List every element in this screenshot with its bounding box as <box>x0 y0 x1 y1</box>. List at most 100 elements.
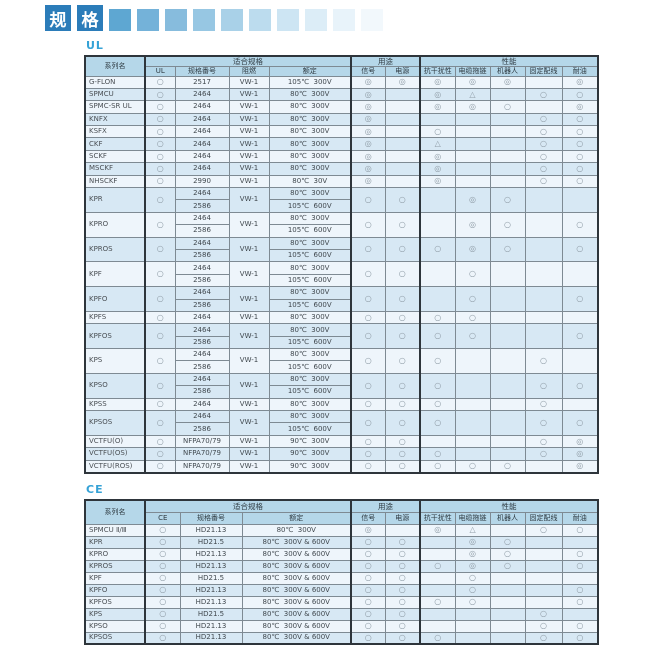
mark-cell: ○ <box>524 162 563 176</box>
table-row: NHSCKF ○ 2990 VW-1 80℃ 30V ◎ ◎ ○ ○ <box>84 174 599 189</box>
group-header: 用途 <box>350 55 421 67</box>
mark-cell <box>419 261 456 288</box>
mark-cell: ◎ <box>454 100 491 114</box>
mark-cell <box>561 607 599 621</box>
mark-cell: ○ <box>350 187 386 213</box>
mark-cell: ○ <box>350 447 386 461</box>
spec-number-cell: 2586 <box>174 298 230 312</box>
cert-mark-cell: ○ <box>144 137 176 151</box>
spec-number-cell: HD21.13 <box>179 523 243 537</box>
series-name-cell: KSFX <box>84 125 146 139</box>
mark-cell: ○ <box>524 112 563 127</box>
column-header: 规格番号 <box>179 511 243 525</box>
table-row: VCTFU(O) ○ NFPA70/79 VW-1 90℃ 300V ○ ○ ○ ◎ <box>84 434 599 449</box>
mark-cell <box>489 87 526 102</box>
flame-rating-cell: VW-1 <box>228 87 270 102</box>
series-name-cell: SCKF <box>84 149 146 164</box>
series-name-cell: KPS <box>84 607 146 621</box>
cert-mark-cell: ○ <box>144 447 176 461</box>
mark-cell: ○ <box>454 323 491 350</box>
flame-rating-cell: VW-1 <box>228 323 270 350</box>
rating-cell: 80℃ 300V <box>268 323 352 337</box>
table-row: KPFOS ○ HD21.13 80℃ 300V & 600V ○ ○ ○ ○ ○ <box>84 595 599 609</box>
rating-cell: 80℃ 300V <box>268 397 352 412</box>
mark-cell <box>419 571 456 585</box>
cert-mark-cell: ○ <box>144 125 176 139</box>
mark-cell: ○ <box>489 547 526 561</box>
column-header: 机器人 <box>489 65 526 77</box>
spec-number-cell: 2464 <box>174 236 230 250</box>
spec-number-cell: HD21.5 <box>179 571 243 585</box>
cert-mark-cell: ○ <box>144 348 176 374</box>
mark-cell <box>454 372 491 399</box>
spec-number-cell: 2464 <box>174 87 230 102</box>
cert-mark-cell: ○ <box>144 112 176 127</box>
table-row: KNFX ○ 2464 VW-1 80℃ 300V ◎ ○ ○ <box>84 112 599 127</box>
flame-rating-cell: VW-1 <box>228 236 270 263</box>
rating-cell: 80℃ 300V <box>268 372 352 387</box>
mark-cell: ○ <box>350 310 386 325</box>
table-row: KPSOS ○ 2464 VW-1 80℃ 300V ○ ○ ○ ○ ○ <box>84 410 599 436</box>
mark-cell: ◎ <box>419 149 456 164</box>
flame-rating-cell: VW-1 <box>228 149 270 164</box>
flame-rating-cell: VW-1 <box>228 459 270 474</box>
cert-mark-cell: ○ <box>144 372 176 399</box>
mark-cell: ○ <box>524 372 563 399</box>
column-header: 耐油 <box>561 511 599 525</box>
table-row: MSCKF ○ 2464 VW-1 80℃ 300V ◎ ◎ ○ ○ <box>84 162 599 176</box>
mark-cell <box>454 434 491 449</box>
cert-mark-cell: ○ <box>144 559 181 573</box>
mark-cell: ◎ <box>561 447 599 461</box>
mark-cell: ○ <box>489 211 526 238</box>
rating-cell: 105℃ 600V <box>268 273 352 288</box>
mark-cell <box>384 162 421 176</box>
ce-spec-table: 系列名 适合规格 用途 性能 CE 规格番号 额定 信号 电源 抗干扰性 电缆拖链 机器人 固定配线 耐油… <box>84 499 600 645</box>
rating-cell: 80℃ 300V & 600V <box>241 559 352 573</box>
table-row: KPFS ○ 2464 VW-1 80℃ 300V ○ ○ ○ ○ <box>84 310 599 325</box>
flame-rating-cell: VW-1 <box>228 75 270 89</box>
spec-number-cell: 2464 <box>174 348 230 362</box>
mark-cell: ◎ <box>350 125 386 139</box>
column-header: 阻燃 <box>228 65 270 77</box>
column-header: 电缆拖链 <box>454 511 491 525</box>
mark-cell: ○ <box>524 174 563 189</box>
rating-cell: 105℃ 300V <box>268 75 352 89</box>
deco-square <box>109 9 131 31</box>
mark-cell: ○ <box>489 187 526 213</box>
mark-cell: ○ <box>454 583 491 597</box>
mark-cell <box>524 100 563 114</box>
rating-cell: 80℃ 300V <box>241 523 352 537</box>
mark-cell: ○ <box>524 348 563 374</box>
spec-number-cell: 2464 <box>174 149 230 164</box>
series-name-cell: KPSOS <box>84 631 146 645</box>
mark-cell <box>489 137 526 151</box>
cert-mark-cell: ○ <box>144 211 176 238</box>
deco-square <box>137 9 159 31</box>
rating-cell: 80℃ 300V <box>268 186 352 201</box>
table-row: KPSOS ○ HD21.13 80℃ 300V & 600V ○ ○ ○ ○ ○ <box>84 631 599 645</box>
series-column-header: 系列名 <box>84 55 146 77</box>
mark-cell <box>419 535 456 549</box>
mark-cell <box>454 619 491 633</box>
table-row: KPF ○ HD21.5 80℃ 300V & 600V ○ ○ ○ <box>84 571 599 585</box>
table-subrow: 2586 105℃ 600V <box>85 224 598 238</box>
mark-cell: ○ <box>561 112 599 127</box>
spec-number-cell: HD21.13 <box>179 547 243 561</box>
mark-cell <box>524 236 563 263</box>
spec-number-cell: 2586 <box>174 335 230 350</box>
series-name-cell: KNFX <box>84 112 146 127</box>
mark-cell: ○ <box>454 571 491 585</box>
mark-cell: ○ <box>561 87 599 102</box>
mark-cell <box>384 137 421 151</box>
rating-cell: 80℃ 300V <box>268 100 352 114</box>
mark-cell: ○ <box>489 559 526 573</box>
spec-number-cell: 2464 <box>174 186 230 201</box>
series-name-cell: KPROS <box>84 559 146 573</box>
mark-cell: ○ <box>350 559 386 573</box>
cert-mark-cell: ○ <box>144 535 181 549</box>
mark-cell: ◎ <box>350 174 386 189</box>
mark-cell <box>524 211 563 238</box>
flame-rating-cell: VW-1 <box>228 125 270 139</box>
mark-cell: ○ <box>384 187 421 213</box>
mark-cell: ○ <box>524 619 563 633</box>
